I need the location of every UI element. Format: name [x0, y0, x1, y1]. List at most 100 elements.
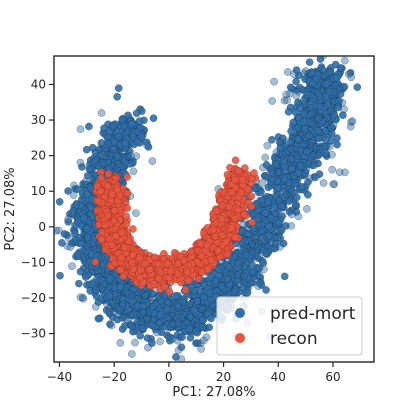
recon-point [123, 204, 132, 212]
pred-mort-outlier [272, 148, 281, 157]
pred-mort-point [55, 197, 64, 206]
pred-mort-outlier [141, 291, 150, 300]
pred-mort-point [314, 126, 322, 135]
pred-mort-outlier [127, 152, 135, 161]
legend-marker-recon [235, 333, 245, 343]
x-tick-label: 20 [216, 370, 231, 384]
pred-mort-point [106, 274, 115, 283]
pred-mort-outlier [285, 137, 293, 146]
pred-mort-point [315, 134, 323, 143]
pred-mort-point [128, 119, 137, 128]
pred-mort-outlier [273, 156, 282, 164]
pred-mort-point [248, 267, 257, 276]
recon-point [167, 267, 175, 276]
pred-mort-point [73, 250, 82, 259]
pred-mort-point [71, 229, 79, 238]
pred-mort-outlier [76, 293, 85, 302]
pred-mort-outlier [224, 275, 232, 283]
pred-mort-outlier [259, 246, 268, 255]
pred-mort-outlier [237, 246, 246, 255]
pred-mort-outlier [328, 165, 337, 174]
recon-point [117, 253, 126, 262]
pred-mort-outlier [233, 259, 242, 268]
pred-mort-outlier [255, 271, 264, 280]
pred-mort-outlier [338, 98, 347, 107]
recon-point [183, 268, 192, 276]
recon-point [250, 169, 258, 177]
pred-mort-point [85, 122, 93, 131]
y-tick-label: 20 [31, 149, 46, 163]
recon-point [110, 216, 119, 225]
pred-mort-point [79, 214, 88, 222]
x-tick-label: −20 [102, 370, 127, 384]
pred-mort-outlier [260, 236, 269, 245]
legend-label-recon: recon [270, 329, 318, 349]
pred-mort-outlier [307, 109, 316, 118]
pred-mort-outlier [248, 240, 256, 249]
pred-mort-point [280, 162, 289, 171]
recon-point [227, 224, 236, 232]
pred-mort-outlier [276, 243, 284, 251]
pred-mort-outlier [108, 122, 117, 131]
pred-mort-outlier [287, 145, 296, 153]
pred-mort-outlier [330, 88, 338, 97]
pred-mort-point [299, 109, 308, 118]
pred-mort-point [264, 198, 272, 206]
pred-mort-outlier [193, 297, 201, 305]
pred-mort-outlier [292, 91, 301, 100]
recon-point [248, 218, 257, 227]
pred-mort-outlier [69, 191, 78, 200]
recon-point [218, 201, 227, 210]
pred-mort-outlier [101, 143, 110, 152]
recon-point [223, 250, 232, 259]
pred-mort-outlier [325, 142, 334, 151]
pred-mort-point [321, 135, 330, 144]
pred-mort-point [333, 140, 341, 149]
pred-mort-outlier [109, 145, 118, 154]
pred-mort-outlier [207, 273, 216, 281]
pred-mort-outlier [177, 313, 185, 322]
pred-mort-outlier [66, 243, 75, 251]
pred-mort-outlier [305, 132, 314, 140]
pred-mort-outlier [133, 311, 141, 320]
pred-mort-point [224, 262, 233, 271]
recon-point [209, 226, 217, 234]
recon-point [122, 212, 130, 220]
pred-mort-outlier [68, 262, 76, 271]
pred-mort-outlier [91, 285, 100, 294]
pred-mort-point [136, 123, 145, 132]
recon-point [100, 221, 109, 230]
recon-point [123, 173, 132, 181]
recon-point [240, 210, 249, 219]
pred-mort-outlier [110, 308, 119, 317]
pred-mort-point [333, 74, 341, 82]
pred-mort-outlier [340, 56, 349, 65]
pred-mort-outlier [240, 272, 248, 281]
recon-point [140, 259, 149, 268]
pred-mort-outlier [112, 296, 121, 304]
pred-mort-outlier [116, 339, 125, 347]
pred-mort-outlier [76, 158, 85, 167]
pred-mort-outlier [100, 280, 109, 289]
pred-mort-outlier [268, 97, 277, 105]
pred-mort-point [304, 190, 312, 199]
pred-mort-outlier [324, 101, 332, 110]
recon-point [110, 206, 119, 215]
recon-point [214, 246, 222, 255]
pred-mort-outlier [82, 225, 91, 233]
pred-mort-point [136, 331, 145, 340]
pred-mort-point [149, 114, 158, 123]
pred-mort-outlier [303, 90, 312, 99]
pred-mort-outlier [173, 336, 182, 345]
pred-mort-point [243, 288, 252, 297]
recon-point [212, 207, 221, 215]
x-tick-label: 0 [165, 370, 173, 384]
pred-mort-point [135, 117, 144, 125]
pred-mort-point [353, 83, 362, 92]
recon-point [218, 231, 227, 240]
recon-point [103, 182, 112, 191]
recon-point [231, 156, 240, 165]
pred-mort-outlier [308, 119, 316, 128]
pred-mort-outlier [128, 130, 137, 139]
y-tick-label: 30 [31, 113, 46, 127]
